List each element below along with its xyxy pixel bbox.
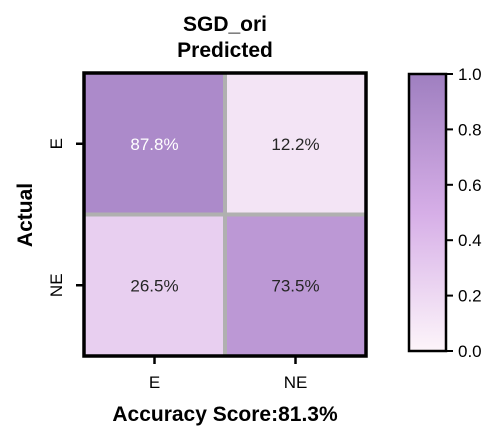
heatmap-grid bbox=[84, 73, 366, 356]
colorbar-tick-label: 1.0 bbox=[458, 65, 482, 84]
x-tick-label: E bbox=[149, 373, 160, 392]
colorbar-tick-label: 0.2 bbox=[458, 287, 482, 306]
colorbar-tick-label: 0.6 bbox=[458, 176, 482, 195]
colorbar-tick-label: 0.8 bbox=[458, 120, 482, 139]
colorbar bbox=[407, 72, 448, 353]
heatmap-cell bbox=[84, 214, 225, 356]
y-tick-label: NE bbox=[47, 273, 66, 297]
cell-value-label: 26.5% bbox=[130, 276, 178, 295]
cell-value-label: 73.5% bbox=[271, 276, 319, 295]
y-axis-label: Actual bbox=[14, 183, 37, 247]
cell-value-label: 12.2% bbox=[271, 135, 319, 154]
heatmap-cell bbox=[225, 73, 366, 215]
chart-subtitle: Predicted bbox=[177, 39, 273, 62]
heatmap-axes: E NE E NE bbox=[47, 138, 307, 392]
colorbar-ticks: 0.0 0.2 0.4 0.6 0.8 1.0 bbox=[446, 65, 482, 361]
x-tick-label: NE bbox=[284, 373, 308, 392]
cell-value-label: 87.8% bbox=[130, 135, 178, 154]
colorbar-tick-label: 0.0 bbox=[458, 342, 482, 361]
chart-title: SGD_ori bbox=[183, 13, 267, 36]
colorbar-tick-label: 0.4 bbox=[458, 231, 482, 250]
heatmap-cells: 87.8% 12.2% 26.5% 73.5% bbox=[84, 73, 366, 356]
x-axis-label: Accuracy Score:81.3% bbox=[112, 403, 338, 426]
heatmap-border bbox=[82, 71, 368, 358]
y-tick-label: E bbox=[47, 138, 66, 149]
heatmap-cell bbox=[225, 214, 366, 356]
heatmap-cell bbox=[84, 73, 225, 215]
